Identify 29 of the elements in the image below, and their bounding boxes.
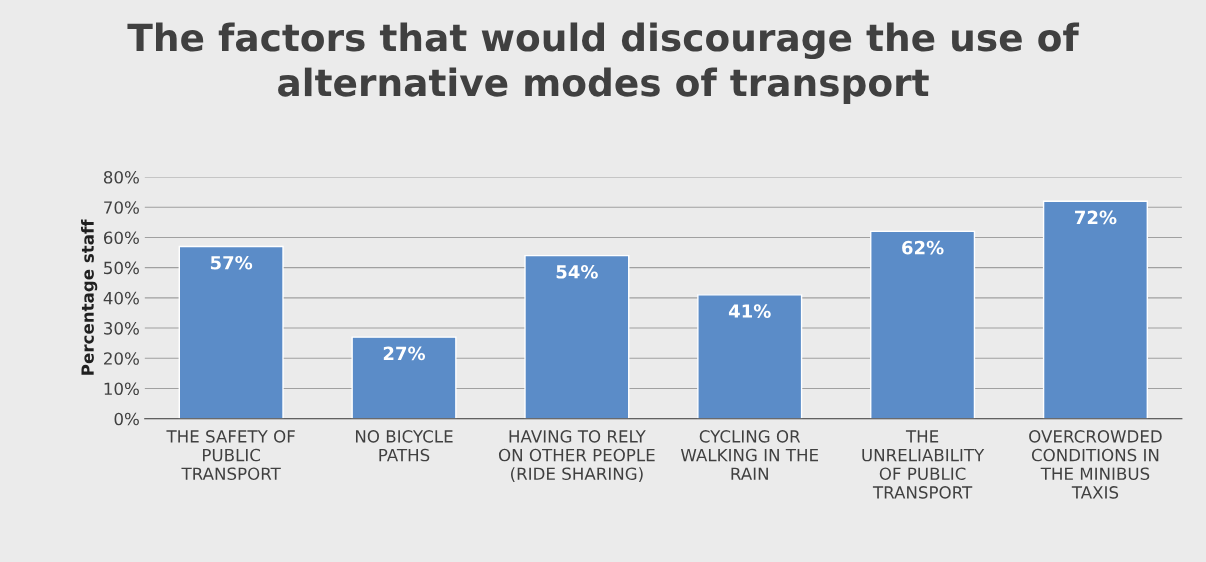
bar — [351, 336, 457, 419]
y-tick-label: 0% — [114, 412, 139, 426]
x-tick-label: THE SAFETY OF PUBLIC TRANSPORT — [166, 430, 295, 481]
y-tick-label: 20% — [104, 352, 139, 365]
y-tick-label: 30% — [104, 322, 139, 335]
bar — [697, 294, 803, 419]
data-label: 54% — [556, 264, 598, 279]
y-axis-title: Percentage staff — [81, 219, 98, 375]
data-label: 41% — [728, 304, 771, 318]
bar — [178, 245, 284, 419]
x-tick-label: THE UNRELIABILITY OF PUBLIC TRANSPORT — [862, 430, 985, 499]
data-label: 27% — [383, 346, 426, 361]
x-tick-label: CYCLING OR WALKING IN THE RAIN — [680, 430, 819, 480]
y-tick-label: 50% — [104, 261, 139, 275]
x-tick-label: NO BICYCLE PATHS — [355, 430, 453, 462]
y-tick-label: 40% — [103, 291, 139, 305]
chart-title: The factors that would discourage the use of alternative modes of transport — [127, 22, 1080, 104]
bar — [524, 254, 630, 419]
x-tick-label: OVERCROWDED CONDITIONS IN THE MINIBUS TAXIS — [1029, 430, 1162, 499]
data-label: 62% — [902, 240, 944, 255]
bar — [870, 230, 976, 419]
data-label: 57% — [210, 255, 253, 270]
data-label: 72% — [1075, 210, 1117, 225]
y-tick-label: 60% — [103, 231, 139, 245]
bar — [1042, 200, 1149, 419]
x-tick-label: HAVING TO RELY ON OTHER PEOPLE (RIDE SHARING) — [498, 430, 655, 482]
y-tick-label: 10% — [104, 382, 139, 396]
y-tick-label: 70% — [104, 201, 139, 214]
y-tick-label: 80% — [103, 170, 139, 184]
